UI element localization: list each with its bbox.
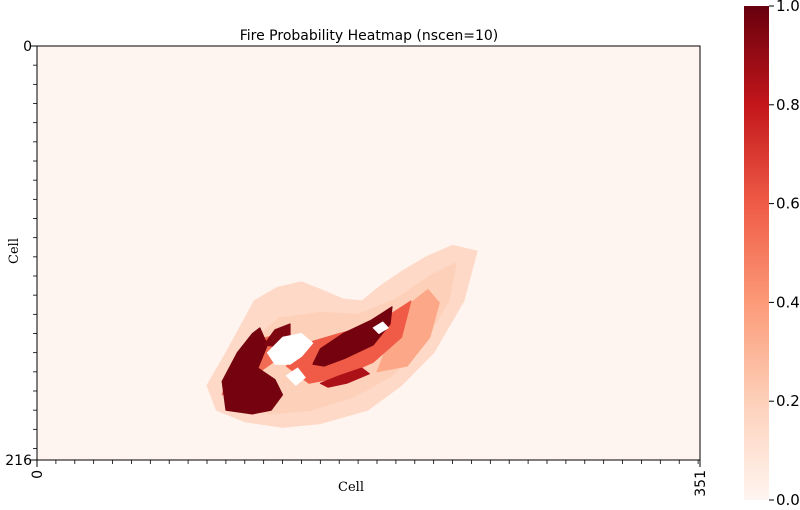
colorbar-tick-label: 1.0 — [776, 0, 800, 15]
plot-frame — [36, 45, 701, 461]
colorbar-tick-label: 0.2 — [776, 392, 800, 410]
y-tick-label: 216 — [5, 453, 32, 469]
x-tick-label: 0 — [30, 470, 46, 479]
x-axis-label: Cell — [338, 480, 364, 495]
heatmap-region-8 — [319, 367, 370, 388]
x-tick-label: 351 — [693, 470, 709, 497]
colorbar-gradient — [744, 6, 769, 500]
y-tick-label: 0 — [23, 39, 32, 55]
y-axis-label: Cell — [7, 238, 22, 264]
colorbar-tick-label: 0.0 — [776, 491, 800, 509]
heatmap-region-6 — [312, 306, 393, 367]
heatmap-region-11 — [372, 321, 389, 334]
heatmap-region-9 — [266, 333, 314, 365]
colorbar-tick-label: 0.4 — [776, 293, 800, 311]
colorbar: 0.0 0.2 0.4 0.6 0.8 1.0 — [744, 0, 800, 509]
heatmap-region-10 — [285, 367, 306, 386]
colorbar-tick-label: 0.8 — [776, 96, 800, 114]
chart-title: Fire Probability Heatmap (nscen=10) — [240, 28, 498, 44]
heatmap-cells — [206, 244, 478, 428]
colorbar-tick-label: 0.6 — [776, 195, 800, 213]
heatmap-region-5 — [221, 327, 284, 415]
